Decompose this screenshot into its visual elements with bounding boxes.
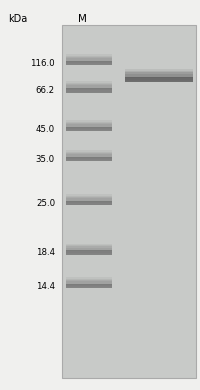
Bar xyxy=(66,285,112,286)
Bar xyxy=(66,129,112,130)
Bar xyxy=(66,124,112,125)
Bar xyxy=(125,72,193,74)
Bar xyxy=(66,201,112,206)
Bar xyxy=(66,54,112,55)
Bar xyxy=(66,246,112,248)
Text: 66.2: 66.2 xyxy=(36,86,55,95)
Bar xyxy=(66,157,112,158)
Bar xyxy=(66,284,112,285)
Bar xyxy=(66,127,112,131)
Bar xyxy=(66,152,112,153)
Bar xyxy=(66,90,112,92)
Bar xyxy=(66,282,112,284)
Bar xyxy=(66,88,112,92)
Bar xyxy=(66,62,112,63)
Bar xyxy=(66,155,112,157)
Text: kDa: kDa xyxy=(8,14,27,24)
Bar xyxy=(66,249,112,250)
Bar xyxy=(66,281,112,282)
Bar xyxy=(66,157,112,161)
Bar xyxy=(66,252,112,253)
Text: 18.4: 18.4 xyxy=(36,248,55,257)
Bar xyxy=(66,159,112,160)
Bar xyxy=(66,153,112,154)
Bar xyxy=(66,82,112,83)
Bar xyxy=(66,57,112,58)
Bar xyxy=(66,83,112,84)
Bar xyxy=(66,55,112,57)
Text: 14.4: 14.4 xyxy=(36,282,55,291)
Bar xyxy=(66,154,112,155)
Bar xyxy=(66,245,112,246)
Bar xyxy=(125,77,193,82)
Bar xyxy=(66,150,112,152)
Bar xyxy=(66,89,112,90)
Bar xyxy=(66,85,112,87)
Bar xyxy=(66,120,112,122)
Text: 116.0: 116.0 xyxy=(30,58,55,67)
Text: 35.0: 35.0 xyxy=(36,155,55,164)
Bar xyxy=(66,277,112,279)
Bar xyxy=(66,123,112,124)
Bar xyxy=(66,196,112,197)
Bar xyxy=(66,201,112,202)
Bar xyxy=(66,286,112,287)
Bar xyxy=(66,250,112,255)
Bar xyxy=(62,25,196,378)
Bar xyxy=(66,279,112,280)
Bar xyxy=(66,198,112,199)
Bar xyxy=(66,250,112,252)
Bar xyxy=(66,87,112,88)
Bar xyxy=(125,69,193,71)
Bar xyxy=(66,84,112,85)
Bar xyxy=(66,58,112,59)
Bar xyxy=(66,61,112,66)
Bar xyxy=(66,280,112,281)
Text: 45.0: 45.0 xyxy=(36,125,55,134)
Bar xyxy=(66,284,112,289)
Bar xyxy=(66,125,112,127)
Text: M: M xyxy=(78,14,86,24)
Bar xyxy=(125,77,193,78)
Bar xyxy=(66,59,112,60)
Bar xyxy=(66,88,112,89)
Bar xyxy=(125,80,193,81)
Bar xyxy=(66,248,112,249)
Bar xyxy=(125,75,193,77)
Bar xyxy=(66,199,112,201)
Bar xyxy=(66,63,112,64)
Bar xyxy=(66,244,112,245)
Bar xyxy=(66,253,112,254)
Bar xyxy=(66,60,112,62)
Bar xyxy=(66,127,112,128)
Bar xyxy=(125,78,193,80)
Bar xyxy=(66,203,112,204)
Bar xyxy=(125,71,193,72)
Bar xyxy=(125,74,193,75)
Text: 25.0: 25.0 xyxy=(36,199,55,208)
Bar xyxy=(66,197,112,198)
Bar xyxy=(66,128,112,129)
Bar xyxy=(66,158,112,159)
Bar xyxy=(66,122,112,123)
Bar xyxy=(66,195,112,196)
Bar xyxy=(66,202,112,203)
